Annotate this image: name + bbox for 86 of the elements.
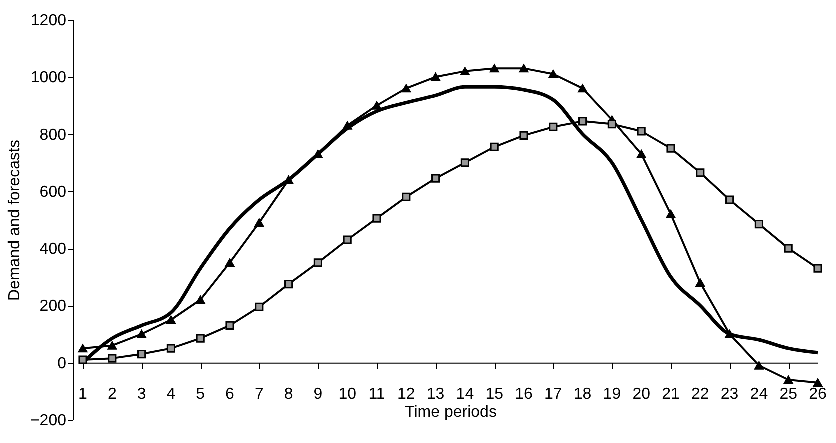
point	[166, 316, 176, 324]
x-tick-label: 19	[603, 386, 622, 403]
x-tick-label: 14	[456, 386, 474, 403]
point	[284, 280, 294, 289]
point	[608, 120, 616, 129]
point	[460, 158, 470, 168]
y-tick-label: 600	[40, 184, 67, 201]
x-tick-label: 20	[632, 386, 651, 403]
x-tick-label: 13	[426, 386, 445, 403]
point	[696, 278, 706, 287]
point	[520, 131, 528, 140]
x-tick-label: 1	[78, 386, 88, 403]
point	[431, 73, 440, 82]
point	[108, 354, 117, 363]
point	[666, 144, 676, 153]
x-tick-label: 10	[338, 386, 357, 403]
point	[519, 64, 529, 73]
point	[402, 84, 412, 93]
y-tick-label: 0	[58, 355, 67, 372]
point	[314, 150, 323, 158]
x-tick-label: 26	[809, 386, 827, 403]
point	[343, 236, 352, 244]
x-tick-label: 21	[662, 386, 680, 403]
x-tick-label: 11	[368, 386, 386, 403]
x-tick-label: 23	[720, 386, 739, 403]
point	[784, 244, 793, 253]
point	[372, 102, 382, 110]
y-tick-label: 1200	[30, 12, 67, 30]
point	[666, 210, 676, 218]
point	[402, 192, 411, 202]
point	[254, 218, 264, 227]
x-tick-label: 9	[314, 386, 323, 403]
point	[754, 362, 764, 370]
point	[137, 330, 146, 338]
point	[255, 302, 264, 312]
point	[460, 67, 470, 76]
point	[696, 168, 705, 178]
x-tick-label: 6	[226, 386, 235, 403]
y-tick-label: 1000	[30, 70, 67, 87]
x-tick-label: 7	[254, 386, 264, 403]
point	[108, 342, 118, 350]
x-axis-title: Time periods	[405, 404, 497, 421]
point	[578, 84, 588, 93]
point	[196, 334, 205, 343]
point	[490, 64, 500, 73]
y-axis-title: Demand and forecasts	[6, 140, 24, 301]
x-tick-label: 22	[692, 386, 710, 403]
point	[784, 376, 794, 384]
y-tick-label: 200	[40, 298, 67, 316]
x-tick-label: 17	[544, 386, 562, 403]
point	[226, 321, 234, 330]
point	[636, 150, 646, 158]
point	[78, 356, 88, 364]
point	[138, 350, 146, 359]
point	[548, 70, 558, 78]
point	[549, 122, 558, 132]
point	[725, 330, 734, 338]
x-tick-label: 24	[750, 386, 768, 403]
point	[490, 142, 499, 152]
y-tick-label: 800	[40, 126, 67, 144]
x-tick-label: 8	[284, 386, 294, 403]
x-tick-label: 3	[137, 386, 146, 403]
point	[814, 264, 822, 273]
point	[372, 214, 382, 223]
point	[342, 122, 352, 130]
x-tick-label: 16	[515, 386, 533, 403]
point	[225, 258, 235, 267]
x-tick-label: 18	[574, 386, 592, 403]
x-tick-label: 25	[780, 386, 798, 403]
x-tick-label: 15	[486, 386, 504, 403]
y-tick-label: −200	[30, 412, 67, 430]
x-tick-label: 12	[398, 386, 416, 403]
x-tick-label: 4	[166, 386, 176, 403]
x-tick-label: 5	[196, 386, 206, 403]
point	[637, 127, 646, 136]
point	[578, 117, 588, 126]
point	[754, 220, 764, 229]
point	[813, 378, 823, 387]
point	[78, 344, 88, 353]
point	[166, 344, 176, 353]
y-tick-label: 400	[40, 241, 67, 258]
point	[432, 174, 440, 183]
point	[726, 196, 734, 204]
point	[314, 258, 322, 268]
point	[196, 296, 206, 304]
x-tick-label: 2	[108, 386, 117, 403]
